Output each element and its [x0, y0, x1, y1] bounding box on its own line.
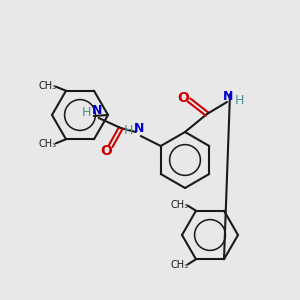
- Text: H: H: [124, 124, 134, 137]
- Text: O: O: [177, 91, 189, 105]
- Text: N: N: [92, 104, 102, 118]
- Text: N: N: [134, 122, 144, 136]
- Text: H: H: [82, 106, 92, 119]
- Text: CH₃: CH₃: [39, 139, 57, 149]
- Text: CH₃: CH₃: [171, 260, 189, 270]
- Text: H: H: [234, 94, 244, 106]
- Text: CH₃: CH₃: [171, 200, 189, 210]
- Text: N: N: [223, 91, 233, 103]
- Text: O: O: [100, 144, 112, 158]
- Text: CH₃: CH₃: [39, 81, 57, 91]
